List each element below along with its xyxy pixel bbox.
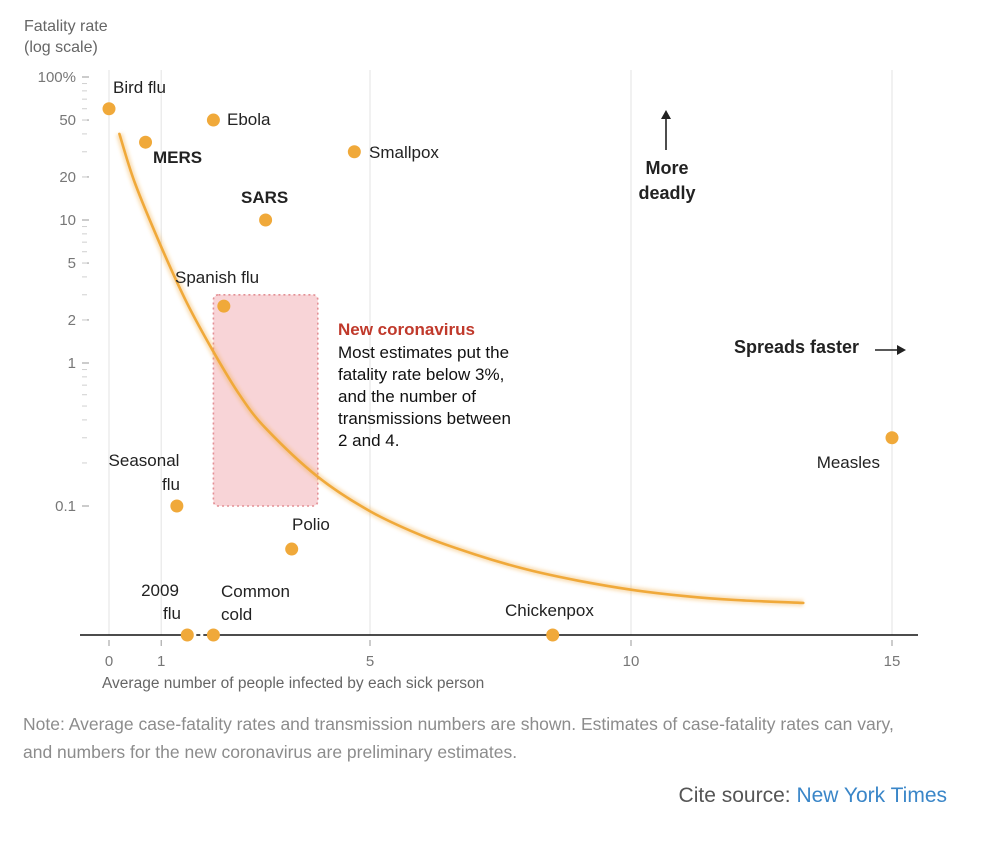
label-polio: Polio	[292, 515, 330, 534]
label-spanish-flu: Spanish flu	[175, 268, 259, 287]
point-ebola	[206, 113, 220, 127]
cite-source: Cite source: New York Times	[679, 784, 947, 808]
spreads-faster-label: Spreads faster	[734, 337, 859, 357]
x-tick-label: 10	[623, 653, 640, 670]
y-axis-label-line-1: Fatality rate	[24, 18, 108, 35]
y-tick-label: 20	[59, 169, 76, 186]
point-common-cold	[206, 628, 220, 642]
label-seasonal-flu: Seasonal flu	[109, 451, 180, 494]
footnote: Note: Average case-fatality rates and tr…	[23, 714, 894, 762]
coronavirus-highlight-region	[212, 293, 319, 507]
label-2009-flu: 2009 flu	[141, 581, 181, 623]
x-tick-label: 15	[884, 653, 901, 670]
annotation-line-3: and the number of	[338, 387, 476, 406]
point-spanish-flu	[217, 299, 231, 313]
more-deadly-label-2: deadly	[638, 183, 695, 203]
label-common-cold: Common cold	[221, 582, 290, 624]
annotation-line-2: fatality rate below 3%,	[338, 365, 504, 384]
y-tick-label: 1	[68, 355, 76, 372]
label-smallpox: Smallpox	[369, 143, 439, 162]
spreads-faster-indicator: Spreads faster	[734, 337, 906, 357]
y-axis-label-line-2: (log scale)	[24, 39, 98, 56]
point-2009-flu	[180, 628, 194, 642]
new-york-times-link[interactable]: New York Times	[796, 784, 947, 807]
annotation-title: New coronavirus	[338, 320, 475, 339]
y-tick-label: 5	[68, 255, 76, 272]
y-tick-label: 100%	[38, 69, 76, 86]
label-measles: Measles	[817, 453, 880, 472]
annotation-line-4: transmissions between	[338, 409, 511, 428]
annotation-line-5: 2 and 4.	[338, 431, 399, 450]
y-tick-label: 10	[59, 212, 76, 229]
label-mers: MERS	[153, 148, 202, 167]
label-ebola: Ebola	[227, 110, 271, 129]
point-polio	[285, 542, 299, 556]
point-sars	[259, 213, 273, 227]
point-bird-flu	[102, 102, 116, 116]
more-deadly-indicator: More deadly	[638, 110, 696, 203]
more-deadly-label-1: More	[645, 158, 688, 178]
label-sars: SARS	[241, 188, 288, 207]
x-tick-label: 5	[366, 653, 374, 670]
point-smallpox	[347, 145, 361, 159]
fitted-curve-line	[118, 132, 805, 605]
y-tick-label: 0.1	[55, 498, 76, 515]
label-chickenpox: Chickenpox	[505, 601, 594, 620]
x-tick-label: 1	[157, 653, 165, 670]
y-tick-label: 50	[59, 112, 76, 129]
fatality-vs-transmission-chart: Fatality rate (log scale) 100%5020105210…	[24, 18, 918, 692]
new-coronavirus-annotation: New coronavirus Most estimates put the f…	[338, 320, 511, 450]
point-measles	[885, 431, 899, 445]
point-seasonal-flu	[170, 499, 184, 513]
x-tick-label: 0	[105, 653, 113, 670]
label-bird-flu: Bird flu	[113, 78, 166, 97]
point-chickenpox	[546, 628, 560, 642]
point-mers	[139, 135, 153, 149]
cite-prefix: Cite source:	[678, 784, 797, 807]
up-arrowhead-icon	[661, 110, 671, 119]
annotation-line-1: Most estimates put the	[338, 343, 509, 362]
right-arrowhead-icon	[897, 345, 906, 355]
x-axis-label: Average number of people infected by eac…	[102, 675, 484, 692]
y-tick-label: 2	[68, 312, 76, 329]
